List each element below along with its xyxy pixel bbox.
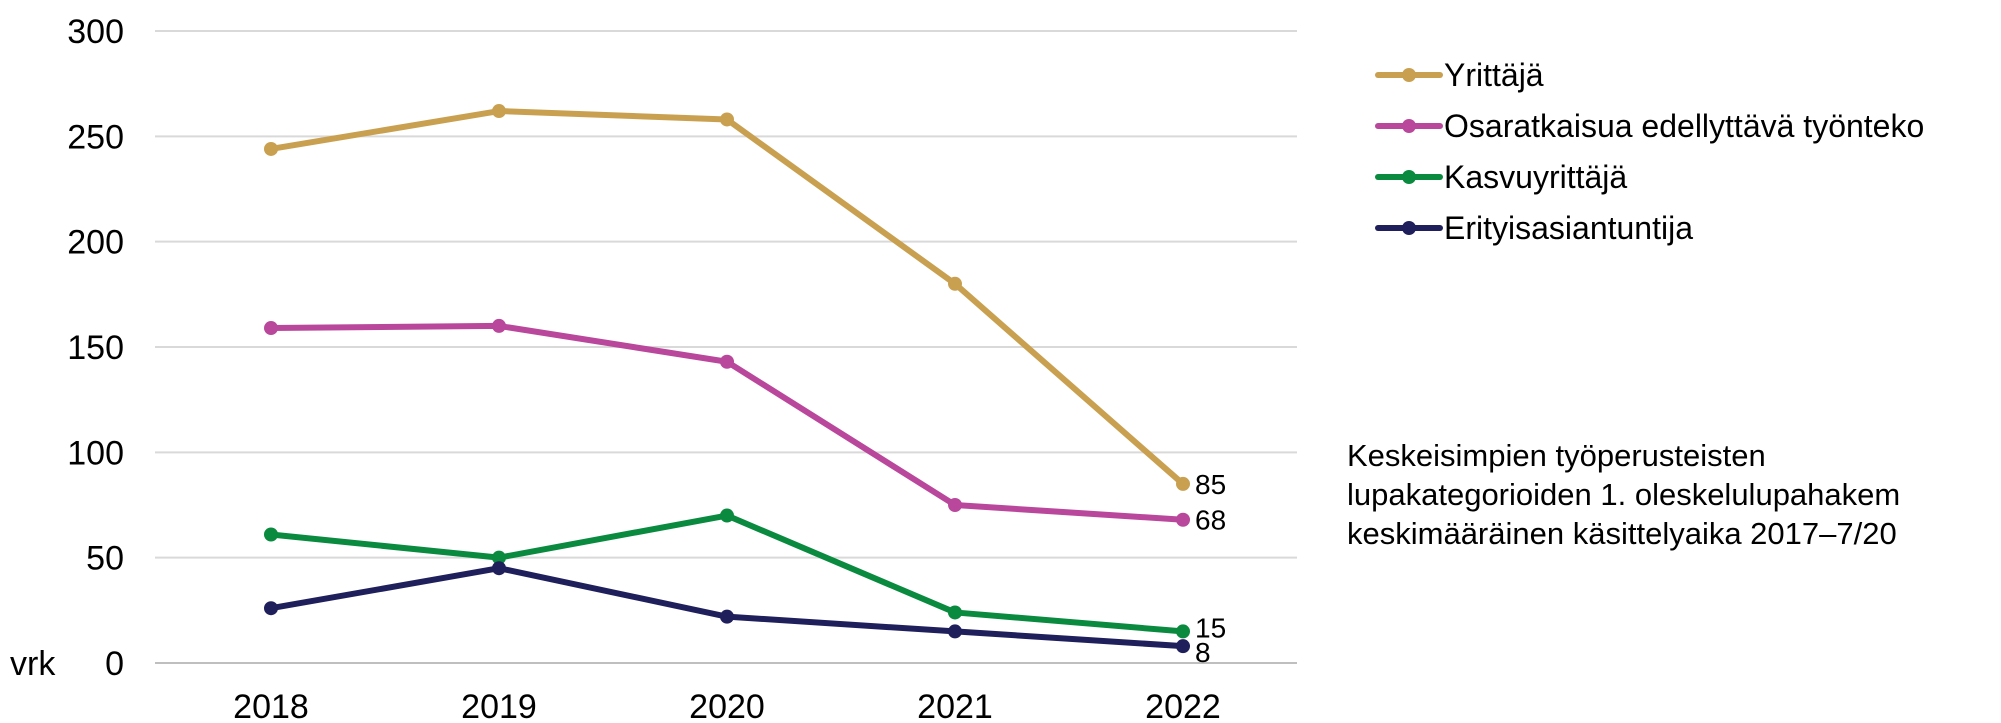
legend-item-2: Kasvuyrittäjä — [1375, 159, 1627, 195]
caption-line-2: lupakategorioiden 1. oleskelulupahakem — [1347, 477, 1901, 512]
series-2: 15 — [264, 508, 1226, 643]
y-axis-unit-label: vrk — [10, 645, 56, 683]
x-tick-label-2022: 2022 — [1145, 688, 1221, 723]
data-point-0-2 — [720, 112, 734, 127]
legend-item-3: Erityisasiantuntija — [1375, 210, 1693, 246]
data-label-2: 15 — [1195, 612, 1226, 643]
y-tick-label-200: 200 — [67, 224, 124, 262]
data-point-0-1 — [492, 104, 506, 119]
data-point-2-1 — [492, 550, 506, 565]
data-point-3-0 — [264, 601, 278, 616]
data-label-1: 68 — [1195, 505, 1226, 536]
data-point-3-1 — [492, 561, 506, 576]
legend-item-1: Osaratkaisua edellyttävä työnteko — [1375, 108, 1924, 144]
data-point-2-4 — [1176, 624, 1190, 639]
data-label-3: 8 — [1195, 637, 1211, 668]
legend-swatch-marker-2 — [1402, 170, 1416, 184]
caption-line-1: Keskeisimpien työperusteisten — [1347, 438, 1766, 473]
data-point-1-2 — [720, 354, 734, 369]
y-tick-label-0: 0 — [105, 645, 124, 683]
chart-caption: Keskeisimpien työperusteisten lupakatego… — [1347, 436, 1987, 553]
x-tick-label-2018: 2018 — [233, 688, 309, 723]
legend-swatch-marker-1 — [1402, 119, 1416, 133]
data-point-3-3 — [948, 624, 962, 639]
data-point-0-3 — [948, 276, 962, 291]
data-point-0-4 — [1176, 476, 1190, 491]
legend-label-0: Yrittäjä — [1444, 57, 1544, 93]
legend-label-3: Erityisasiantuntija — [1444, 210, 1693, 246]
data-point-3-2 — [720, 609, 734, 624]
data-point-2-2 — [720, 508, 734, 523]
legend-label-2: Kasvuyrittäjä — [1444, 159, 1627, 195]
series-line-3 — [268, 565, 1186, 650]
caption-line-3: keskimääräinen käsittelyaika 2017–7/20 — [1347, 516, 1897, 551]
legend-swatch-marker-0 — [1402, 68, 1416, 82]
y-tick-label-50: 50 — [86, 540, 124, 578]
data-point-1-0 — [264, 321, 278, 336]
series-3: 8 — [264, 561, 1211, 668]
series-lines: 85 68 158 — [264, 104, 1226, 668]
series-line-0 — [268, 108, 1186, 487]
y-tick-label-250: 250 — [67, 118, 124, 156]
legend: Yrittäjä Osaratkaisua edellyttävä työntek… — [1375, 57, 1924, 246]
x-axis-ticks: 2018 2019 2020 2021 2022 — [233, 688, 1221, 723]
data-point-2-3 — [948, 605, 962, 620]
legend-item-0: Yrittäjä — [1375, 57, 1544, 93]
data-point-3-4 — [1176, 639, 1190, 654]
series-1: 68 — [264, 318, 1226, 536]
data-point-2-0 — [264, 527, 278, 542]
data-label-0: 85 — [1195, 469, 1226, 500]
legend-swatch-marker-3 — [1402, 221, 1416, 235]
data-point-1-4 — [1176, 512, 1190, 527]
legend-label-1: Osaratkaisua edellyttävä työnteko — [1444, 108, 1924, 144]
y-tick-label-100: 100 — [67, 434, 124, 472]
x-tick-label-2019: 2019 — [461, 688, 537, 723]
y-tick-label-150: 150 — [67, 329, 124, 367]
data-point-1-3 — [948, 498, 962, 512]
x-tick-label-2021: 2021 — [917, 688, 993, 723]
y-tick-label-300: 300 — [67, 13, 124, 51]
y-axis-ticks: 0 50 100 150 200 250 300 — [67, 13, 124, 683]
data-point-1-1 — [492, 318, 506, 333]
x-tick-label-2020: 2020 — [689, 688, 765, 723]
data-point-0-0 — [264, 141, 278, 156]
series-0: 85 — [264, 104, 1226, 500]
